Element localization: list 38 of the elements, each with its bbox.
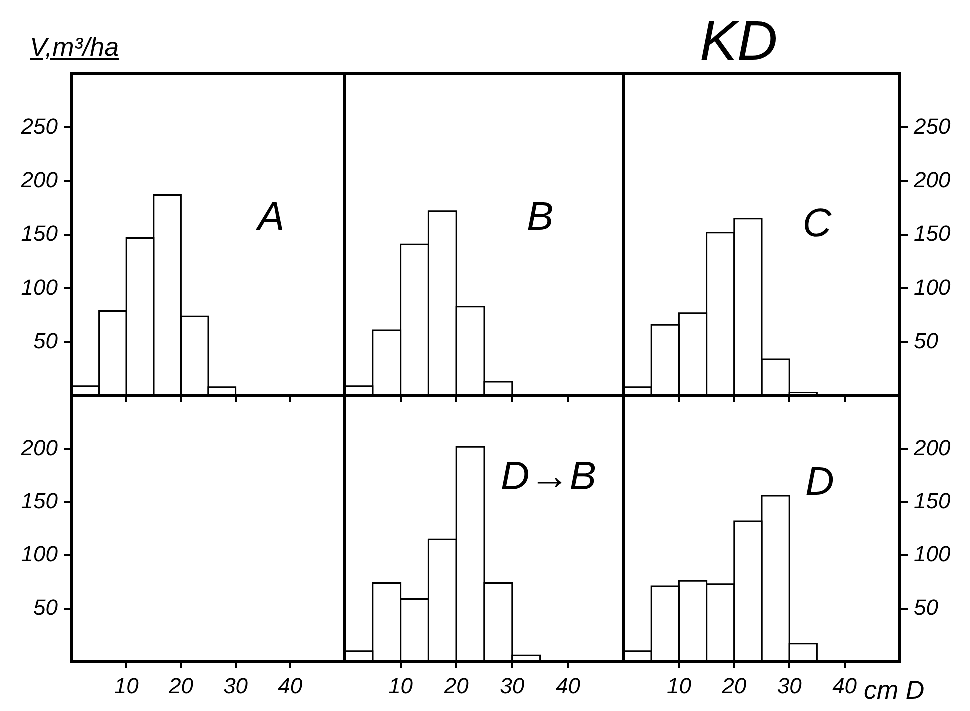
annotation: D (806, 460, 834, 504)
y-tick-label: 100 (914, 542, 952, 567)
y-axis-title: V,m³/ha (30, 32, 120, 63)
x-tick-label: 20 (721, 673, 748, 698)
y-tick-label: 150 (914, 488, 952, 514)
chart-title: KD (700, 8, 778, 73)
x-tick-label: 30 (224, 673, 249, 698)
y-tick-label: 100 (21, 274, 59, 300)
x-tick-label: 40 (278, 673, 304, 698)
x-axis-title: cm D (864, 675, 925, 706)
x-tick-label: 20 (168, 673, 194, 698)
y-tick-label: 250 (20, 114, 59, 139)
x-tick-label: 10 (388, 673, 414, 698)
y-tick-label: 50 (914, 594, 940, 620)
x-tick-label: 40 (832, 673, 858, 698)
x-tick-label: 10 (666, 673, 692, 698)
y-tick-label: 50 (34, 594, 59, 620)
y-tick-label: 150 (21, 488, 59, 514)
y-tick-label: 100 (914, 274, 952, 300)
y-tick-label: 50 (34, 328, 59, 354)
y-tick-label: 250 (913, 114, 952, 139)
y-tick-label: 100 (21, 542, 59, 567)
x-tick-label: 10 (114, 673, 140, 698)
y-tick-label: 200 (20, 167, 59, 192)
annotation: A (256, 195, 285, 240)
annotation: B (526, 195, 554, 240)
x-tick-label: 40 (556, 673, 582, 698)
y-tick-label: 150 (914, 221, 952, 246)
x-tick-label: 30 (777, 673, 803, 698)
y-tick-label: 150 (21, 221, 59, 246)
annotation: C (802, 201, 833, 246)
y-tick-label: 200 (913, 167, 952, 192)
y-tick-label: 200 (913, 435, 952, 460)
y-tick-label: 200 (20, 435, 59, 460)
y-tick-label: 50 (914, 328, 940, 354)
x-tick-label: 30 (500, 673, 526, 698)
x-tick-label: 20 (443, 673, 470, 698)
annotation: D→B (500, 454, 596, 499)
